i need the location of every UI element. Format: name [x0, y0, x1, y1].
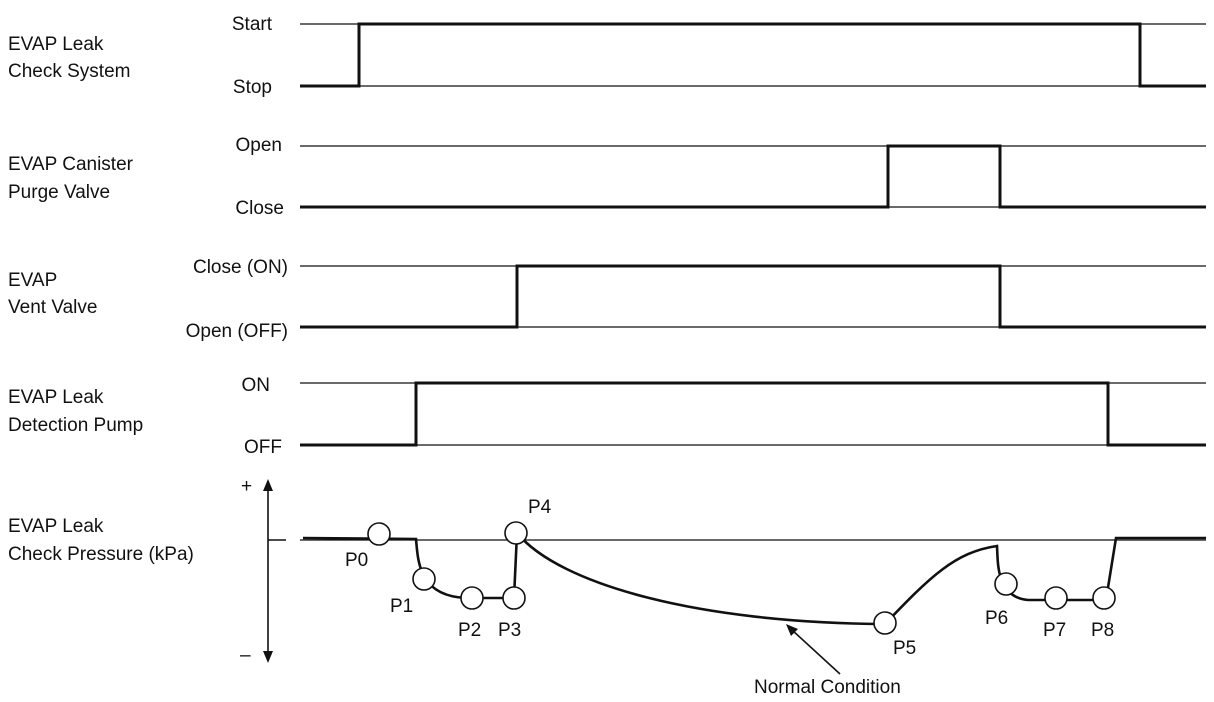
point-label-p2: P2	[458, 620, 481, 641]
point-label-p0: P0	[345, 550, 368, 571]
point-marker-p1	[412, 567, 436, 591]
point-label-p3: P3	[498, 620, 521, 641]
arrow-up-icon	[263, 479, 273, 491]
point-marker-p6	[994, 572, 1018, 596]
annotation-normal-condition: Normal Condition	[754, 677, 901, 698]
point-marker-p0	[367, 522, 391, 546]
state-low-label-leak-detection-pump: OFF	[244, 437, 282, 458]
signal-trace-vent-valve	[300, 264, 1206, 329]
point-label-p7: P7	[1043, 620, 1066, 641]
row-label-canister-purge-valve-line2: Purge Valve	[8, 182, 110, 203]
point-marker-p4	[504, 521, 528, 545]
pressure-plus-label: +	[241, 476, 252, 497]
row-label-leak-check-system-line1: EVAP Leak	[8, 34, 104, 55]
state-high-label-leak-detection-pump: ON	[242, 375, 271, 396]
row-label-vent-valve-line1: EVAP	[8, 270, 57, 291]
row-label-pressure-line1: EVAP Leak	[8, 516, 104, 537]
state-low-label-vent-valve: Open (OFF)	[186, 321, 288, 342]
state-low-label-leak-check-system: Stop	[233, 77, 272, 98]
state-high-label-canister-purge-valve: Open	[236, 135, 282, 156]
point-marker-p7	[1044, 586, 1068, 610]
row-leak-check-system: EVAP Leak Check System Start Stop	[8, 14, 1206, 98]
row-vent-valve: EVAP Vent Valve Close (ON) Open (OFF)	[8, 257, 1206, 342]
signal-trace-leak-check-system	[300, 22, 1206, 88]
pressure-curve	[302, 529, 1206, 626]
state-high-label-vent-valve: Close (ON)	[193, 257, 288, 278]
point-marker-p2	[460, 586, 484, 610]
point-marker-p5	[873, 611, 897, 635]
point-label-p5: P5	[893, 638, 916, 659]
annotation-arrow-line	[791, 629, 841, 675]
state-high-label-leak-check-system: Start	[232, 14, 273, 35]
point-marker-p3	[502, 586, 526, 610]
signal-trace-leak-detection-pump	[300, 381, 1206, 447]
row-label-leak-detection-pump-line2: Detection Pump	[8, 415, 143, 436]
point-label-p4: P4	[528, 497, 552, 518]
state-low-label-canister-purge-valve: Close	[235, 198, 284, 219]
row-label-vent-valve-line2: Vent Valve	[8, 297, 97, 318]
row-leak-detection-pump: EVAP Leak Detection Pump ON OFF	[8, 375, 1206, 458]
point-label-p1: P1	[390, 596, 413, 617]
row-label-leak-check-system-line2: Check System	[8, 61, 130, 82]
arrow-down-icon	[263, 651, 273, 663]
point-label-p6: P6	[985, 608, 1008, 629]
row-label-canister-purge-valve-line1: EVAP Canister	[8, 154, 134, 175]
point-marker-p8	[1092, 586, 1116, 610]
row-label-pressure-line2: Check Pressure (kPa)	[8, 544, 194, 565]
point-label-p8: P8	[1091, 620, 1114, 641]
signal-trace-canister-purge-valve	[300, 144, 1206, 209]
row-label-leak-detection-pump-line1: EVAP Leak	[8, 387, 104, 408]
row-canister-purge-valve: EVAP Canister Purge Valve Open Close	[8, 135, 1206, 219]
annotation-arrow-icon	[786, 624, 798, 636]
row-pressure: EVAP Leak Check Pressure (kPa) + – P0 P1…	[8, 476, 1206, 698]
pressure-minus-label: –	[240, 645, 251, 666]
